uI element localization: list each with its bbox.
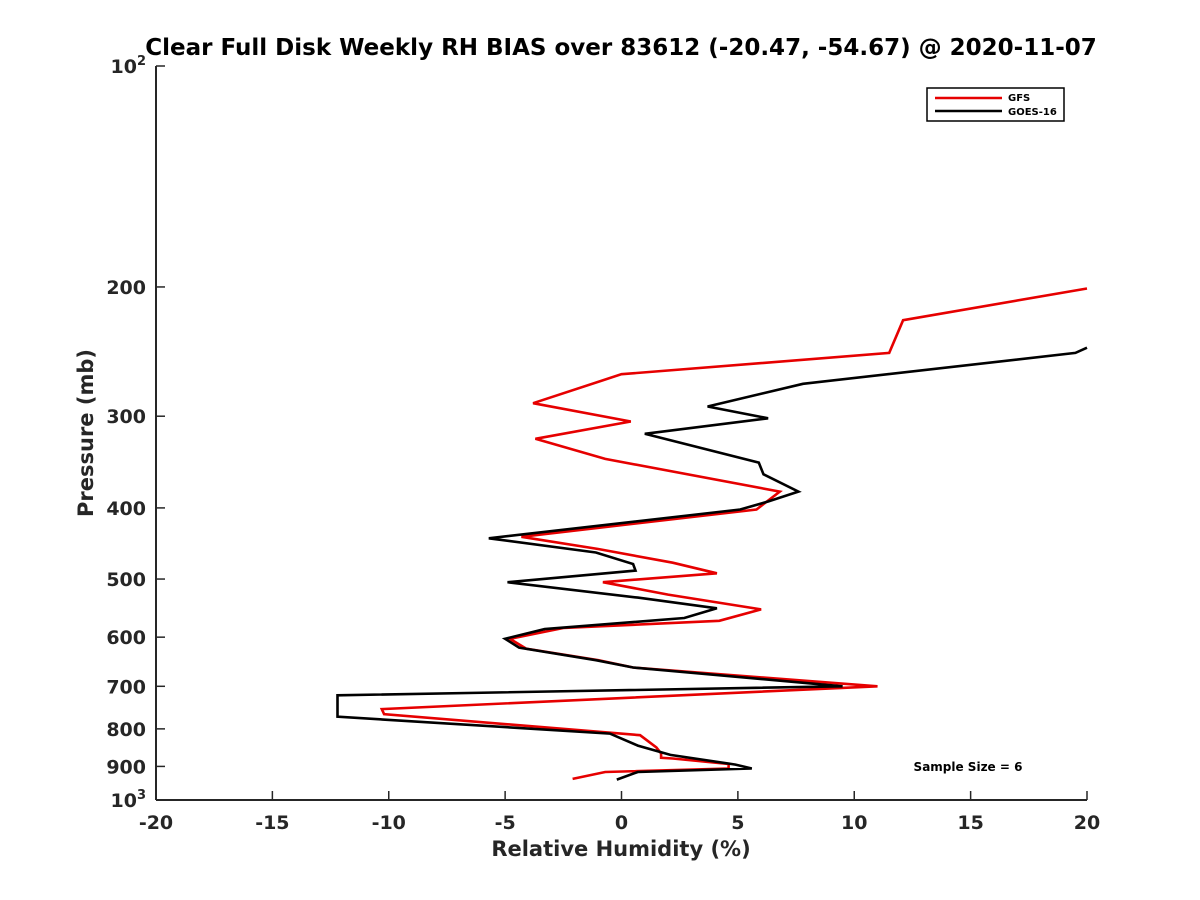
series-line-goes16 bbox=[336, 346, 1088, 781]
x-tick-label: -20 bbox=[139, 812, 173, 834]
legend-box bbox=[926, 87, 1065, 122]
y-tick-label: 102 bbox=[111, 54, 147, 78]
y-axis-label: Pressure (mb) bbox=[74, 349, 98, 517]
x-tick-label: 0 bbox=[615, 812, 628, 834]
x-tick-label: 10 bbox=[841, 812, 867, 834]
y-tick-label: 200 bbox=[106, 277, 146, 299]
plot-lines bbox=[336, 287, 1088, 781]
y-tick-label: 103 bbox=[111, 788, 147, 812]
y-tick-label: 500 bbox=[106, 569, 146, 591]
y-tick-label: 400 bbox=[106, 498, 146, 520]
x-tick-label: -10 bbox=[372, 812, 406, 834]
series-line-gfs bbox=[379, 287, 1088, 781]
x-axis-label: Relative Humidity (%) bbox=[491, 837, 750, 861]
y-tick-label: 700 bbox=[106, 676, 146, 698]
chart-title: Clear Full Disk Weekly RH BIAS over 8361… bbox=[145, 35, 1097, 61]
x-tick-label: 5 bbox=[731, 812, 744, 834]
y-tick-label: 300 bbox=[106, 406, 146, 428]
legend-label-gfs: GFS bbox=[1008, 93, 1030, 104]
sample-size-note: Sample Size = 6 bbox=[914, 760, 1023, 774]
y-ticks: 102 200 300 400 500 600 700 800 900 103 bbox=[106, 54, 165, 812]
y-tick-label: 800 bbox=[106, 719, 146, 741]
x-ticks: -20 -15 -10 -5 0 5 10 15 20 bbox=[139, 791, 1100, 834]
x-tick-label: -5 bbox=[495, 812, 516, 834]
legend-label-goes16: GOES-16 bbox=[1008, 107, 1057, 118]
x-tick-label: 15 bbox=[957, 812, 983, 834]
x-tick-label: 20 bbox=[1074, 812, 1100, 834]
y-tick-label: 900 bbox=[106, 756, 146, 778]
x-tick-label: -15 bbox=[255, 812, 289, 834]
legend: GFS GOES-16 bbox=[926, 87, 1065, 122]
y-tick-label: 600 bbox=[106, 627, 146, 649]
